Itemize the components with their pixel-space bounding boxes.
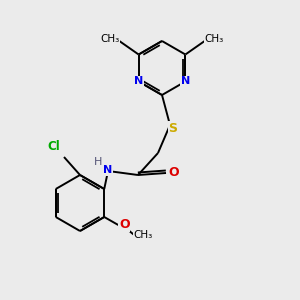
Text: O: O [119, 218, 130, 232]
Text: N: N [181, 76, 190, 86]
Text: Cl: Cl [48, 140, 60, 154]
Text: S: S [169, 122, 178, 134]
Text: H: H [94, 157, 102, 167]
Text: N: N [103, 165, 112, 175]
Text: CH₃: CH₃ [205, 34, 224, 44]
Text: CH₃: CH₃ [134, 230, 153, 240]
Text: CH₃: CH₃ [100, 34, 119, 44]
Text: N: N [134, 76, 143, 86]
Text: O: O [169, 167, 179, 179]
